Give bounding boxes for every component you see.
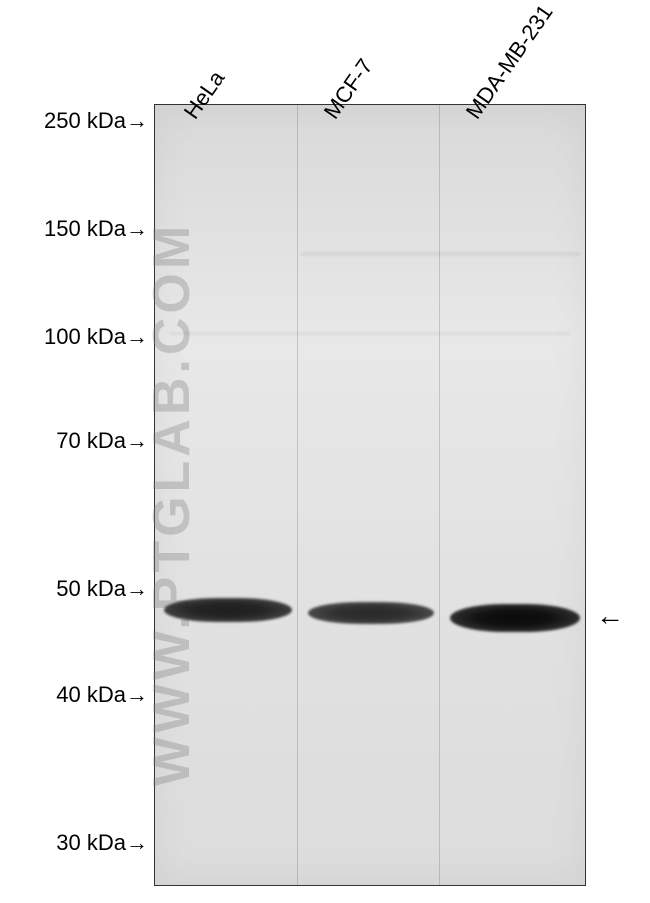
target-band-arrow: ← bbox=[596, 600, 624, 632]
mw-marker-label: 30 kDa→ bbox=[56, 830, 148, 856]
mw-marker-label: 40 kDa→ bbox=[56, 682, 148, 708]
artifact-line bbox=[300, 252, 580, 256]
protein-band bbox=[164, 598, 292, 622]
blot-membrane bbox=[154, 104, 586, 886]
mw-marker-label: 250 kDa→ bbox=[44, 108, 148, 134]
western-blot-figure: WWW.PTGLAB.COM ← 250 kDa→150 kDa→100 kDa… bbox=[0, 0, 650, 903]
protein-band bbox=[308, 602, 434, 624]
mw-marker-label: 150 kDa→ bbox=[44, 216, 148, 242]
lane-divider bbox=[297, 105, 298, 885]
artifact-line bbox=[170, 332, 570, 335]
protein-band bbox=[450, 604, 580, 632]
lane-divider bbox=[439, 105, 440, 885]
mw-marker-label: 70 kDa→ bbox=[56, 428, 148, 454]
mw-marker-label: 50 kDa→ bbox=[56, 576, 148, 602]
mw-marker-label: 100 kDa→ bbox=[44, 324, 148, 350]
